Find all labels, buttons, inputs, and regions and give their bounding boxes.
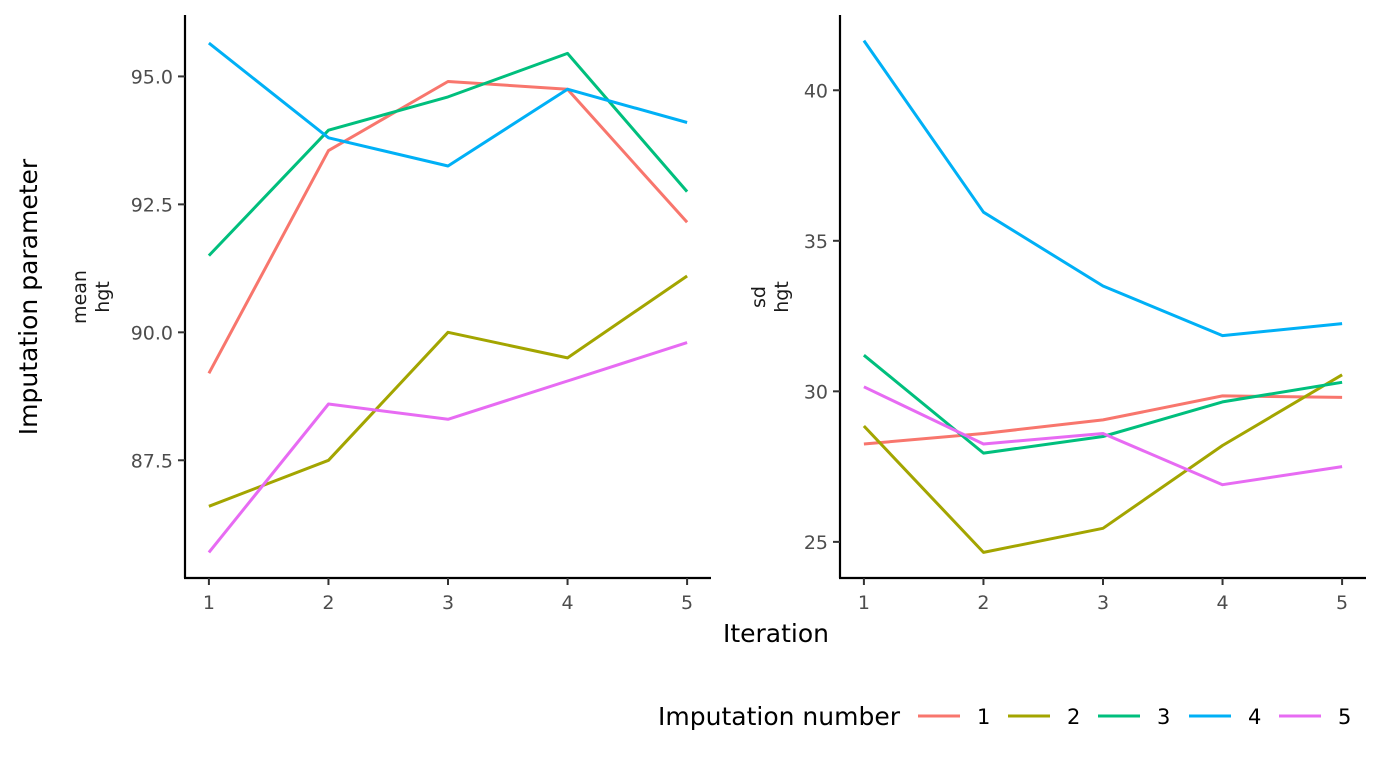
x-tick-label: 3 [442,592,454,614]
x-tick-label: 4 [561,592,573,614]
legend-title: Imputation number [658,702,901,731]
series-line-5 [863,385,1343,487]
panels: 87.5 90.0 92.5 95.0 1 2 3 4 5 meanhgt 25 30 35 40 1 2 3 4… [69,15,1366,614]
legend-item-4: 4 [1189,705,1261,729]
legend-item-3: 3 [1098,705,1170,729]
panel-strip-label: sdhgt [748,281,793,313]
x-tick-label: 2 [977,592,989,614]
x-tick-label: 1 [203,592,215,614]
legend-item-1: 1 [918,705,990,729]
x-tick-label: 5 [681,592,693,614]
x-axis-title: Iteration [723,619,829,648]
series-line-2 [208,274,688,508]
y-tick-label: 92.5 [131,194,173,216]
legend-label: 5 [1338,705,1351,729]
legend-item-2: 2 [1008,705,1080,729]
series-line-5 [207,341,688,554]
y-tick-label: 35 [804,231,828,253]
x-tick-label: 5 [1336,592,1348,614]
series-line-3 [207,51,689,257]
panel-2: 25 30 35 40 1 2 3 4 5 sdhgt [748,15,1366,614]
legend-label: 3 [1157,705,1170,729]
y-tick-label: 90.0 [131,322,173,344]
legend-item-5: 5 [1279,705,1351,729]
legend-label: 4 [1248,705,1261,729]
legend-label: 1 [977,705,990,729]
x-tick-label: 1 [858,592,870,614]
y-tick-label: 25 [804,532,828,554]
series-line-4 [207,41,688,168]
series-line-3 [862,354,1343,455]
y-axis-title: Imputation parameter [14,158,43,435]
series-line-4 [862,39,1343,338]
legend: Imputation number 1 2 3 4 5 [658,702,1351,731]
y-tick-label: 30 [804,381,828,403]
y-tick-label: 87.5 [131,450,173,472]
y-tick-label: 40 [804,80,828,102]
legend-label: 2 [1067,705,1080,729]
series-line-2 [862,373,1343,554]
panel-1: 87.5 90.0 92.5 95.0 1 2 3 4 5 meanhgt [69,15,711,614]
y-tick-label: 95.0 [131,66,173,88]
panel-strip-label: meanhgt [69,270,114,324]
x-tick-label: 3 [1097,592,1109,614]
series-line-1 [207,80,689,375]
x-tick-label: 4 [1216,592,1228,614]
x-tick-label: 2 [322,592,334,614]
